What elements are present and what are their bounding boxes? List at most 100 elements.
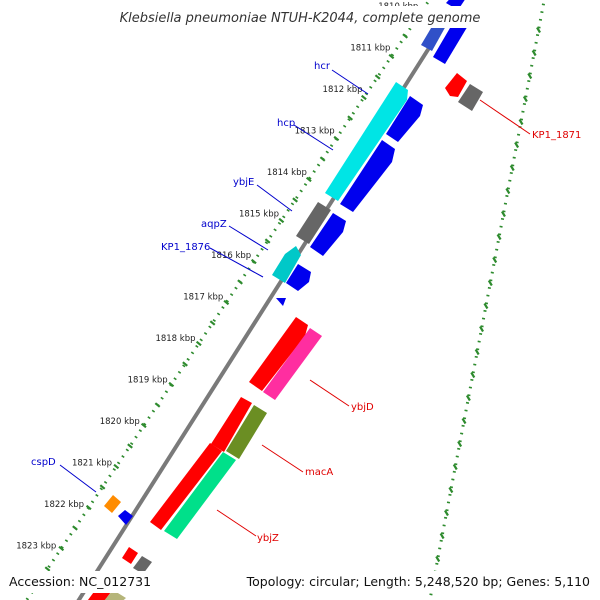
gene-label-cspd: cspD: [31, 457, 56, 468]
scale-tick: [435, 555, 441, 563]
scale-tick: [483, 302, 489, 310]
gene-arrow: [446, 0, 465, 10]
gene-arrow: [340, 140, 395, 212]
scale-tick: [99, 484, 106, 490]
gene-label-maca: macA: [305, 467, 333, 478]
scale-tick: [522, 95, 528, 103]
scale-tick: [305, 176, 312, 183]
scale-tick: [347, 115, 354, 121]
feature-arrows: [87, 0, 483, 600]
label-leaders: [59, 69, 531, 537]
scale-label: 1821 kbp: [72, 459, 112, 469]
scale-tick: [509, 164, 515, 172]
gene-arrow: [150, 443, 222, 530]
gene-arrow: [386, 96, 423, 142]
scale-tick: [465, 394, 471, 402]
scale-tick: [470, 371, 476, 379]
scale-tick: [492, 256, 498, 264]
scale-tick: [457, 440, 463, 448]
gene-arrow: [458, 84, 483, 111]
gene-arrow: [276, 298, 286, 306]
scale-label: 1818 kbp: [155, 334, 195, 344]
gene-arrow-kp1-1871: [445, 73, 467, 97]
scale-tick: [527, 72, 533, 80]
scale-tick: [250, 258, 257, 265]
scale-tick: [439, 532, 445, 540]
scale-tick: [452, 463, 458, 471]
gene-label-kp1-1876: KP1_1876: [161, 242, 210, 253]
scale-tick: [496, 233, 502, 241]
gene-arrow-ybje: [296, 202, 331, 244]
scale-tick: [479, 325, 484, 333]
gene-label-hcp: hcp: [277, 118, 295, 129]
gene-arrow-aqpz: [310, 213, 346, 256]
outer-dotted-ring: [428, 0, 546, 600]
scale-tick: [461, 417, 467, 425]
genome-summary-text: Topology: circular; Length: 5,248,520 bp…: [246, 574, 590, 589]
gene-label-ybje: ybjE: [233, 177, 254, 188]
inner-dotted-ring: [24, 0, 432, 600]
gene-label-ybjd: ybjD: [351, 402, 374, 413]
gene-arrow-kp1-1876: [272, 246, 301, 283]
scale-tick: [448, 486, 454, 494]
gene-label-ybjz: ybjZ: [257, 533, 279, 544]
scale-tick: [319, 156, 326, 162]
gene-arrow: [249, 317, 308, 391]
scale-label: 1814 kbp: [267, 168, 307, 178]
scale-tick: [113, 463, 120, 470]
scale-tick: [127, 443, 133, 449]
scale-tick: [44, 566, 51, 572]
scale-tick: [514, 141, 520, 149]
scale-tick: [292, 197, 299, 203]
scale-tick: [333, 135, 340, 142]
inner-scale-ticks: [30, 33, 409, 593]
scale-tick: [223, 299, 230, 306]
scale-tick: [536, 26, 541, 34]
gene-arrow-ybjd: [263, 328, 322, 400]
scale-tick: [474, 348, 480, 356]
scale-tick: [85, 504, 92, 511]
scale-label: 1823 kbp: [16, 542, 56, 552]
scale-label: 1812 kbp: [323, 85, 363, 95]
map-title: Klebsiella pneumoniae NTUH-K2044, comple…: [120, 11, 481, 26]
outer-scale-ticks: [430, 26, 541, 586]
scale-tick: [278, 217, 285, 224]
gene-arrow: [211, 397, 252, 452]
scale-tick: [518, 118, 524, 126]
scale-tick: [374, 74, 381, 80]
scale-label: 1817 kbp: [183, 293, 223, 303]
gene-arrow: [133, 556, 152, 574]
gene-arrow-maca: [226, 405, 267, 459]
scale-tick: [209, 320, 216, 326]
gene-arrow: [122, 547, 138, 564]
scale-tick: [501, 210, 506, 218]
gene-label-kp1-1871: KP1_1871: [532, 130, 581, 141]
scale-tick: [531, 49, 537, 57]
gene-label-aqpz: aqpZ: [201, 219, 227, 230]
scale-tick: [182, 361, 188, 367]
scale-label: 1820 kbp: [100, 417, 140, 427]
scale-tick: [487, 279, 493, 287]
scale-tick: [195, 340, 202, 347]
accession-text: Accession: NC_012731: [9, 574, 151, 589]
gene-arrow: [104, 590, 126, 600]
scale-label: 1811 kbp: [350, 44, 390, 54]
scale-label: 1816 kbp: [211, 251, 251, 261]
scale-tick: [237, 279, 243, 285]
scale-tick: [402, 33, 409, 39]
scale-tick: [168, 381, 175, 388]
gene-labels: hcr hcp ybjE aqpZ KP1_1876 cspD KP1_1871…: [31, 61, 581, 544]
scale-tick: [505, 187, 511, 195]
scale-tick: [58, 545, 65, 552]
gene-arrow-hcr: [325, 82, 408, 201]
scale-label: 1822 kbp: [44, 500, 84, 510]
scale-tick: [72, 525, 78, 531]
scale-label: 1813 kbp: [295, 127, 335, 137]
scale-tick: [388, 53, 395, 60]
gene-arrow: [118, 510, 133, 525]
gene-arrow-ybjz: [164, 452, 236, 539]
scale-tick: [154, 402, 161, 408]
scale-label: 1815 kbp: [239, 210, 279, 220]
gene-arrow: [286, 264, 311, 291]
